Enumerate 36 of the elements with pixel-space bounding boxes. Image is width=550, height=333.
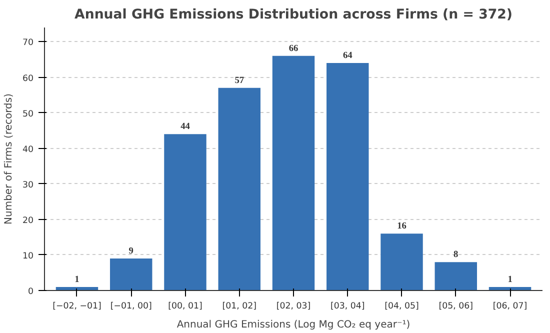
bar	[164, 134, 206, 290]
chart-title: Annual GHG Emissions Distribution across Firms (n = 372)	[74, 8, 512, 22]
bar	[218, 88, 260, 290]
x-tick-label: [−02, −01]	[52, 302, 102, 312]
x-tick-label: [01, 02]	[222, 302, 257, 312]
data-label: 1	[74, 274, 80, 285]
bar	[380, 234, 423, 290]
y-tick-label: 70	[22, 38, 34, 48]
bar	[434, 262, 477, 290]
y-tick-label: 0	[28, 287, 34, 297]
data-label: 1	[508, 274, 513, 285]
x-tick-label: [06, 07]	[492, 302, 528, 312]
bar	[326, 63, 369, 290]
data-label: 44	[180, 122, 190, 132]
y-tick-label: 20	[22, 216, 34, 226]
y-tick-label: 60	[22, 74, 34, 84]
y-axis-title: Number of Firms (records)	[3, 93, 14, 224]
x-tick-label: [00, 01]	[168, 302, 202, 312]
data-label: 66	[288, 44, 298, 54]
x-axis-title: Annual GHG Emissions (Log Mg CO₂ eq year⁻¹)	[176, 320, 410, 330]
data-label: 9	[128, 246, 134, 257]
data-label: 16	[397, 222, 407, 232]
x-tick-label: [04, 05]	[384, 302, 419, 312]
bar	[272, 56, 315, 290]
y-tick-label: 30	[22, 180, 34, 190]
data-label: 57	[234, 76, 244, 86]
bar	[110, 258, 152, 290]
y-tick-label: 40	[22, 144, 34, 155]
x-tick-label: [02, 03]	[276, 302, 311, 312]
y-tick-label: 50	[22, 109, 34, 120]
x-tick-label: [03, 04]	[330, 302, 365, 312]
x-tick-label: [−01, 00]	[110, 302, 152, 312]
data-label: 64	[342, 51, 353, 62]
y-tick-label: 10	[22, 251, 34, 262]
data-label: 8	[454, 250, 459, 260]
x-tick-label: [05, 06]	[438, 302, 474, 312]
